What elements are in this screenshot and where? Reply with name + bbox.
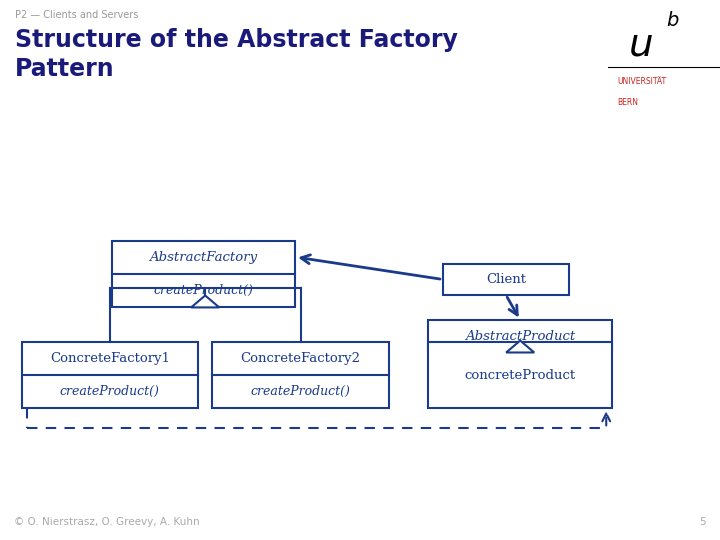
Text: ConcreteFactory1: ConcreteFactory1 (50, 352, 170, 365)
Polygon shape (506, 341, 534, 353)
Text: © O. Nierstrasz, O. Greevy, A. Kuhn: © O. Nierstrasz, O. Greevy, A. Kuhn (14, 517, 200, 527)
Text: BERN: BERN (617, 98, 639, 107)
Text: AbstractProduct: AbstractProduct (465, 330, 575, 343)
Text: ConcreteFactory2: ConcreteFactory2 (240, 352, 361, 365)
Text: concreteProduct: concreteProduct (464, 368, 576, 382)
Bar (428, 320, 612, 353)
Text: createProduct(): createProduct() (153, 284, 253, 297)
Text: $\mathit{u}$: $\mathit{u}$ (629, 25, 653, 63)
Text: P2 — Clients and Servers: P2 — Clients and Servers (14, 10, 138, 20)
Bar (212, 342, 389, 408)
Text: 5: 5 (699, 517, 706, 527)
Bar (112, 241, 295, 307)
Text: createProduct(): createProduct() (251, 385, 351, 398)
Text: AbstractFactory: AbstractFactory (149, 251, 258, 264)
Text: UNIVERSITÄT: UNIVERSITÄT (617, 77, 667, 86)
Bar (428, 342, 612, 408)
Bar (22, 342, 198, 408)
Text: Structure of the Abstract Factory
Pattern: Structure of the Abstract Factory Patter… (14, 28, 457, 81)
Polygon shape (191, 295, 220, 307)
Text: createProduct(): createProduct() (60, 385, 160, 398)
Text: Client: Client (486, 273, 526, 286)
Text: $\mathit{b}$: $\mathit{b}$ (667, 11, 680, 30)
Bar (443, 264, 569, 295)
